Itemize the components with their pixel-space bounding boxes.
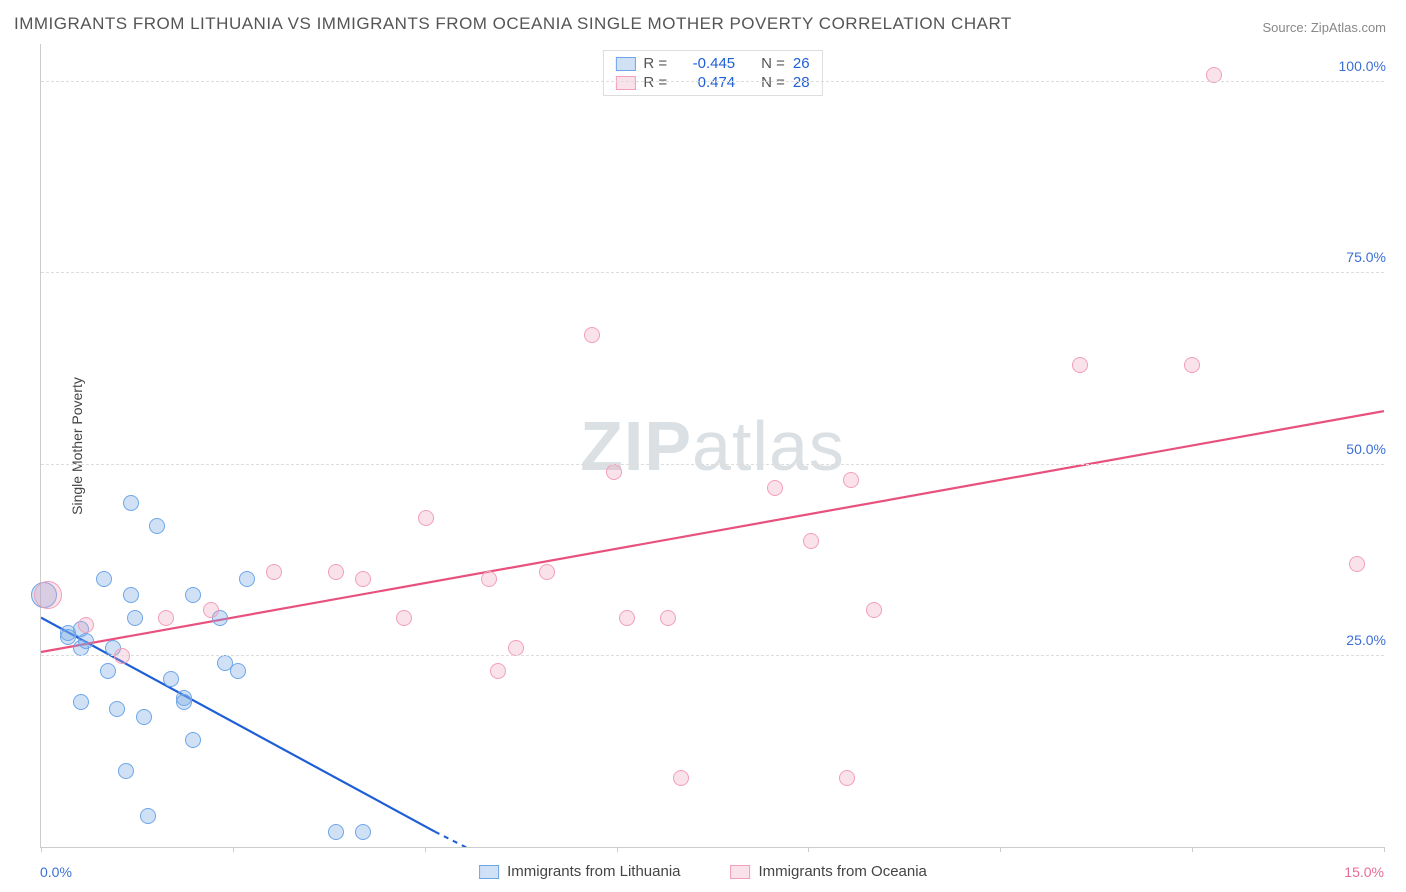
data-point: [1184, 357, 1200, 373]
legend-item: Immigrants from Lithuania: [479, 863, 680, 880]
data-point: [158, 610, 174, 626]
data-point: [1206, 67, 1222, 83]
gridline: [41, 272, 1384, 273]
data-point: [355, 571, 371, 587]
data-point: [673, 770, 689, 786]
x-tick-label: 15.0%: [1344, 864, 1384, 880]
data-point: [539, 564, 555, 580]
data-point: [1349, 556, 1365, 572]
data-point: [203, 602, 219, 618]
data-point: [328, 824, 344, 840]
data-point: [114, 648, 130, 664]
data-point: [109, 701, 125, 717]
legend-swatch: [479, 865, 499, 879]
data-point: [149, 518, 165, 534]
y-tick-label: 100.0%: [1339, 58, 1386, 74]
data-point: [185, 587, 201, 603]
data-point: [118, 763, 134, 779]
data-point: [660, 610, 676, 626]
x-tick: [233, 847, 234, 852]
data-point: [396, 610, 412, 626]
legend-label: Immigrants from Oceania: [759, 863, 927, 880]
legend-label: Immigrants from Lithuania: [507, 863, 680, 880]
data-point: [328, 564, 344, 580]
data-point: [78, 617, 94, 633]
data-point: [239, 571, 255, 587]
legend-row: R =0.474N =28: [615, 74, 809, 91]
y-tick-label: 50.0%: [1346, 441, 1386, 457]
data-point: [1072, 357, 1088, 373]
data-point: [123, 495, 139, 511]
legend-swatch: [615, 76, 635, 90]
gridline: [41, 81, 1384, 82]
chart-plot-area: ZIPatlas R =-0.445N =26R =0.474N =28 25.…: [40, 44, 1384, 848]
data-point: [355, 824, 371, 840]
data-point: [619, 610, 635, 626]
data-point: [418, 510, 434, 526]
series-legend: Immigrants from Lithuania Immigrants from…: [479, 863, 927, 880]
data-point: [266, 564, 282, 580]
legend-swatch: [615, 57, 635, 71]
x-tick: [425, 847, 426, 852]
data-point: [185, 732, 201, 748]
trend-lines: [41, 44, 1384, 847]
data-point: [176, 694, 192, 710]
data-point: [230, 663, 246, 679]
x-tick: [808, 847, 809, 852]
data-point: [96, 571, 112, 587]
data-point: [163, 671, 179, 687]
data-point: [839, 770, 855, 786]
data-point: [508, 640, 524, 656]
data-point: [123, 587, 139, 603]
legend-row: R =-0.445N =26: [615, 55, 809, 72]
x-tick: [1000, 847, 1001, 852]
correlation-legend: R =-0.445N =26 R =0.474N =28: [602, 50, 822, 96]
data-point: [584, 327, 600, 343]
data-point: [490, 663, 506, 679]
y-tick-label: 25.0%: [1346, 632, 1386, 648]
source-attribution: Source: ZipAtlas.com: [1262, 20, 1386, 35]
legend-item: Immigrants from Oceania: [731, 863, 927, 880]
data-point: [73, 694, 89, 710]
data-point: [843, 472, 859, 488]
data-point: [127, 610, 143, 626]
x-tick: [617, 847, 618, 852]
data-point: [767, 480, 783, 496]
data-point: [140, 808, 156, 824]
data-point: [34, 581, 62, 609]
y-tick-label: 75.0%: [1346, 249, 1386, 265]
gridline: [41, 655, 1384, 656]
x-tick-label: 0.0%: [40, 864, 72, 880]
chart-title: IMMIGRANTS FROM LITHUANIA VS IMMIGRANTS …: [14, 14, 1012, 34]
data-point: [481, 571, 497, 587]
x-tick: [41, 847, 42, 852]
data-point: [803, 533, 819, 549]
data-point: [866, 602, 882, 618]
legend-swatch: [731, 865, 751, 879]
data-point: [606, 464, 622, 480]
data-point: [136, 709, 152, 725]
x-tick: [1192, 847, 1193, 852]
data-point: [100, 663, 116, 679]
x-tick: [1384, 847, 1385, 852]
gridline: [41, 464, 1384, 465]
